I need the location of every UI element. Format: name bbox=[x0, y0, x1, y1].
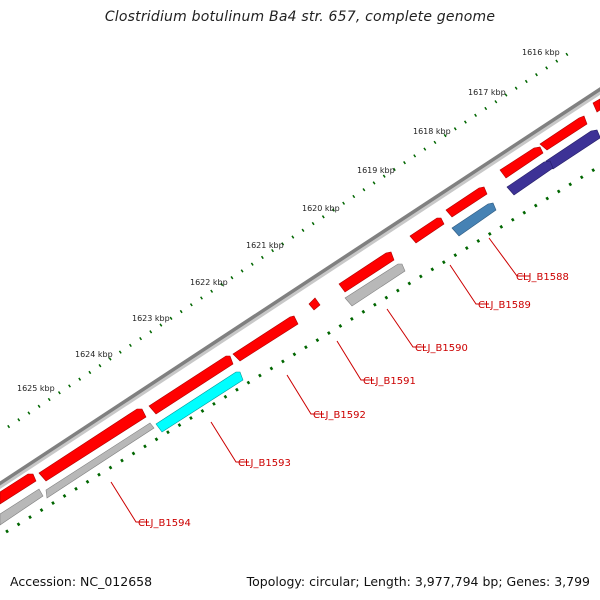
gene-arrow-steelblue[interactable] bbox=[451, 202, 497, 237]
tick-label-1617: 1617 kbp bbox=[468, 88, 506, 97]
gene-arrow[interactable] bbox=[409, 217, 445, 244]
gene-arrow[interactable] bbox=[38, 408, 147, 482]
gene-arrow-navy[interactable] bbox=[545, 129, 600, 170]
label-leaders bbox=[110, 237, 530, 523]
tick-labels: 1616 kbp 1617 kbp 1618 kbp 1619 kbp 1620… bbox=[17, 48, 560, 393]
inner-tick-ruler bbox=[5, 164, 600, 534]
gene-arrow-gray[interactable] bbox=[0, 488, 44, 526]
gene-arrow-gray[interactable] bbox=[45, 422, 155, 499]
leader-clj-b1589 bbox=[449, 264, 489, 305]
gene-arrow[interactable] bbox=[338, 251, 395, 293]
tick-label-1623: 1623 kbp bbox=[132, 314, 170, 323]
gene-arrow[interactable] bbox=[148, 355, 234, 415]
outer-tick-ruler bbox=[7, 49, 573, 429]
gene-label-clj-b1591[interactable]: CLJ_B1591 bbox=[363, 376, 416, 387]
tick-label-1624: 1624 kbp bbox=[75, 350, 113, 359]
gene-label-clj-b1592[interactable]: CLJ_B1592 bbox=[313, 410, 366, 421]
genome-summary-text: Topology: circular; Length: 3,977,794 bp… bbox=[246, 574, 590, 589]
gene-arrow[interactable] bbox=[308, 297, 321, 311]
tick-label-1616: 1616 kbp bbox=[522, 48, 560, 57]
gene-label-clj-b1593[interactable]: CLJ_B1593 bbox=[238, 458, 291, 469]
tick-label-1622: 1622 kbp bbox=[190, 278, 228, 287]
second-row-genes bbox=[0, 129, 600, 526]
gene-arrow[interactable] bbox=[592, 98, 600, 113]
leader-clj-b1594 bbox=[110, 481, 149, 523]
gene-arrow[interactable] bbox=[232, 315, 299, 362]
gene-arrow-gray[interactable] bbox=[344, 263, 406, 307]
tick-label-1618: 1618 kbp bbox=[413, 127, 451, 136]
leader-clj-b1592 bbox=[286, 374, 324, 415]
gene-label-clj-b1588[interactable]: CLJ_B1588 bbox=[516, 272, 569, 283]
genome-backbone bbox=[0, 87, 600, 486]
leader-clj-b1593 bbox=[210, 421, 249, 463]
gene-arrow-navy[interactable] bbox=[506, 160, 554, 196]
gene-arrow[interactable] bbox=[539, 115, 588, 151]
gene-arrow-cyan[interactable] bbox=[155, 371, 244, 433]
gene-label-clj-b1589[interactable]: CLJ_B1589 bbox=[478, 300, 531, 311]
gene-arrow[interactable] bbox=[445, 186, 488, 218]
gene-arrow[interactable] bbox=[0, 473, 37, 505]
tick-label-1621: 1621 kbp bbox=[246, 241, 284, 250]
forward-strand-genes bbox=[0, 98, 600, 505]
gene-arrow[interactable] bbox=[499, 146, 544, 179]
gene-label-clj-b1594[interactable]: CLJ_B1594 bbox=[138, 518, 191, 529]
leader-clj-b1591 bbox=[336, 340, 374, 381]
map-title: Clostridium botulinum Ba4 str. 657, comp… bbox=[104, 9, 496, 25]
leader-clj-b1588 bbox=[488, 237, 530, 277]
gene-label-clj-b1590[interactable]: CLJ_B1590 bbox=[415, 343, 468, 354]
gene-labels: CLJ_B1588 CLJ_B1589 CLJ_B1590 CLJ_B1591 … bbox=[138, 272, 569, 529]
tick-label-1625: 1625 kbp bbox=[17, 384, 55, 393]
tick-label-1619: 1619 kbp bbox=[357, 166, 395, 175]
tick-label-1620: 1620 kbp bbox=[302, 204, 340, 213]
accession-text: Accession: NC_012658 bbox=[10, 574, 153, 589]
leader-clj-b1590 bbox=[386, 308, 426, 348]
